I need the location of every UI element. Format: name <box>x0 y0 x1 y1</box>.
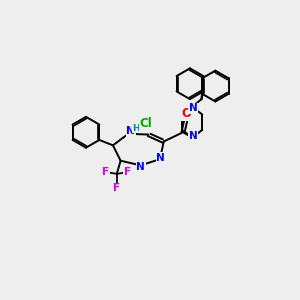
Text: N: N <box>156 153 165 163</box>
Text: F: F <box>113 184 120 194</box>
Text: N: N <box>189 131 197 141</box>
Text: F: F <box>124 167 131 176</box>
Text: N: N <box>189 103 197 113</box>
Text: O: O <box>182 107 192 120</box>
Text: N: N <box>126 127 135 136</box>
Text: H: H <box>132 124 140 133</box>
Text: Cl: Cl <box>140 117 152 130</box>
Text: F: F <box>102 167 110 176</box>
Text: N: N <box>136 162 145 172</box>
